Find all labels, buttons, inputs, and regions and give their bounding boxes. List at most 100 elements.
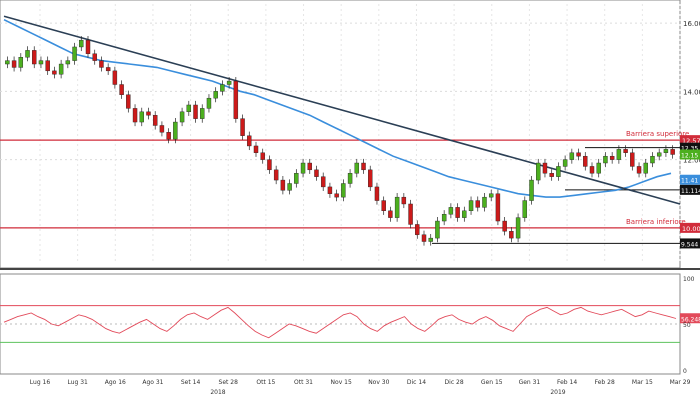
candle-body xyxy=(193,104,198,119)
candle-body xyxy=(146,111,151,116)
x-tick-label: Feb 14 xyxy=(557,379,577,386)
candle-body xyxy=(650,155,655,164)
candle-body xyxy=(656,152,662,157)
moving-average-layer xyxy=(3,18,672,198)
moving-average-line xyxy=(3,18,672,198)
candle-body xyxy=(354,162,360,174)
candle-body xyxy=(206,97,212,109)
candle-body xyxy=(334,193,339,198)
candle-body xyxy=(583,155,588,167)
candle-body xyxy=(267,159,272,171)
candle-body xyxy=(522,200,528,218)
candle-body xyxy=(388,210,393,218)
candle-body xyxy=(509,231,514,239)
candle-body xyxy=(92,53,97,61)
candle-body xyxy=(314,169,319,177)
candle-body xyxy=(408,203,413,225)
x-tick-label: Mar 15 xyxy=(632,379,653,386)
barrier-value: 12.57 xyxy=(682,137,700,145)
x-tick-label: Lug 16 xyxy=(30,379,51,386)
candle-body xyxy=(361,162,366,171)
osc-y-ticks: 0 50 100 xyxy=(683,276,695,375)
x-tick-label: Dic 28 xyxy=(445,379,464,386)
candle-body xyxy=(58,63,64,75)
candle-body xyxy=(549,173,554,177)
candle-body xyxy=(495,193,501,222)
x-tick-label: Nov 15 xyxy=(331,379,352,386)
candle-body xyxy=(247,135,252,147)
candle-body xyxy=(179,111,185,123)
candle-body xyxy=(623,149,628,153)
osc-tick-label: 0 xyxy=(683,368,687,375)
x-tick-label: Mar 29 xyxy=(670,379,691,386)
candle-body xyxy=(233,80,239,119)
candle-body xyxy=(421,234,427,242)
candle-body xyxy=(482,196,487,208)
candle-body xyxy=(609,155,615,160)
price-label-box xyxy=(680,174,700,185)
candle-body xyxy=(576,152,581,157)
osc-value-box xyxy=(680,313,700,324)
candle-body xyxy=(435,220,440,239)
osc-tick-label: 100 xyxy=(683,276,695,283)
candle-body xyxy=(441,214,447,222)
candle-body xyxy=(52,70,57,75)
candle-body xyxy=(670,149,675,155)
candle-body xyxy=(45,60,50,72)
candle-body xyxy=(529,179,534,201)
candle-body xyxy=(287,183,292,191)
candle-body xyxy=(488,193,494,198)
price-label: 11.114 xyxy=(681,188,700,195)
y-tick-label: 16.00 xyxy=(683,20,700,28)
candle-body xyxy=(630,152,635,167)
candle-body xyxy=(394,196,400,218)
candle-body xyxy=(105,67,111,72)
barrier-value-box xyxy=(680,222,700,233)
candles-layer xyxy=(5,36,675,246)
candle-body xyxy=(663,149,669,153)
osc-grid xyxy=(0,305,680,343)
candle-body xyxy=(119,84,124,95)
candle-body xyxy=(502,220,507,232)
candle-body xyxy=(38,60,44,65)
price-label-box xyxy=(680,184,700,195)
x-axis: Lug 16 Lug 31 Ago 16 Ago 31 Set 14 Set 28 Ott … xyxy=(30,379,691,396)
price-label: 12.35 xyxy=(681,146,698,153)
candle-body xyxy=(294,173,299,184)
candle-body xyxy=(428,237,433,242)
x-tick-label: Set 14 xyxy=(181,379,201,386)
price-label-box xyxy=(680,142,700,153)
candle-body xyxy=(166,132,171,140)
candle-body xyxy=(636,166,642,174)
trendline-layer xyxy=(3,15,681,205)
candle-body xyxy=(320,176,326,188)
price-label: 11.41 xyxy=(681,178,698,185)
candle-body xyxy=(99,60,104,68)
oscillator-layer: 56.2482 xyxy=(3,306,700,339)
candle-body xyxy=(152,115,158,126)
candle-body xyxy=(515,217,521,239)
candle-body xyxy=(79,39,84,48)
x-tick-label: Ago 31 xyxy=(142,379,163,386)
candle-body xyxy=(126,94,131,109)
candle-body xyxy=(556,166,561,177)
price-label-box xyxy=(680,238,700,249)
candle-body xyxy=(347,173,353,184)
candle-body xyxy=(240,118,245,136)
candle-body xyxy=(253,145,259,153)
candle-body xyxy=(374,186,380,201)
candle-body xyxy=(260,152,265,160)
x-tick-label: Gen 15 xyxy=(481,379,503,386)
candle-body xyxy=(226,80,232,85)
candle-body xyxy=(65,60,71,65)
candle-body xyxy=(132,108,138,123)
candle-body xyxy=(468,200,474,211)
candle-body xyxy=(25,50,30,58)
candle-body xyxy=(381,200,386,211)
candle-body xyxy=(569,152,575,160)
candle-body xyxy=(596,162,601,174)
barrier-value-box xyxy=(680,135,700,146)
x-tick-label: Ott 31 xyxy=(294,379,313,386)
